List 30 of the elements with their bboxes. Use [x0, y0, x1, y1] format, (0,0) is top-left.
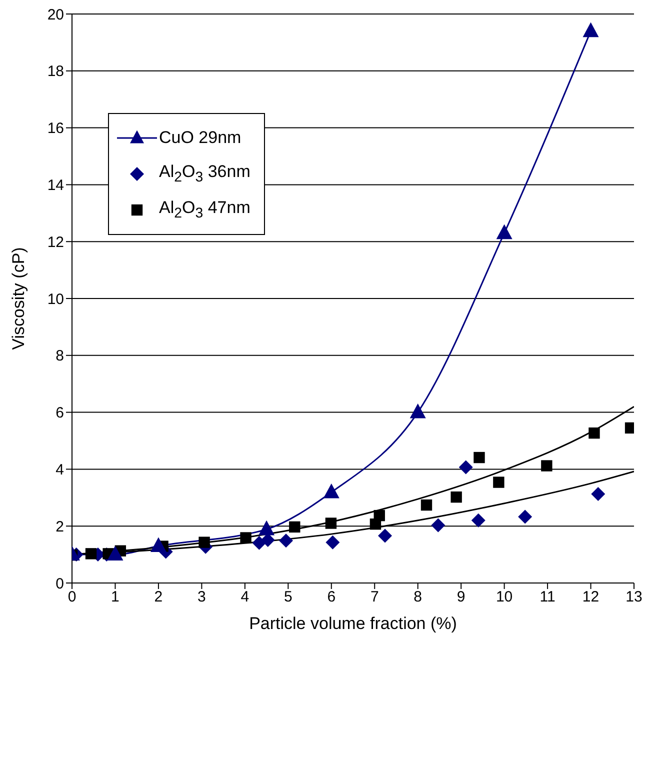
- y-tick-label: 8: [56, 348, 64, 365]
- legend-label: Al$_{2}$O$_{3}$ 36nm: [159, 162, 250, 186]
- y-tick-label: 14: [47, 177, 64, 194]
- x-tick-label: 7: [370, 588, 379, 606]
- x-tick-label: 0: [68, 588, 76, 606]
- y-tick-label: 4: [56, 462, 64, 479]
- legend-label: CuO 29nm: [159, 128, 242, 148]
- legend-label: Al$_{2}$O$_{3}$ 47nm: [159, 198, 250, 222]
- x-tick-label: 11: [540, 588, 556, 606]
- x-tick-label: 2: [154, 588, 163, 606]
- x-tick-label: 13: [626, 588, 642, 606]
- x-tick-label: 9: [456, 588, 466, 606]
- x-tick-label: 4: [240, 588, 250, 606]
- y-tick-label: 10: [47, 290, 64, 308]
- y-tick-label: 2: [56, 518, 64, 536]
- y-axis-title: Viscosity (cP): [9, 247, 28, 350]
- y-tick-label: 0: [56, 575, 64, 592]
- x-tick-label: 8: [414, 588, 422, 606]
- y-tick-label: 16: [47, 120, 64, 138]
- x-tick-label: 5: [284, 588, 292, 606]
- y-tick-label: 20: [47, 6, 64, 24]
- x-tick-label: 12: [582, 588, 600, 606]
- x-tick-label: 1: [111, 588, 120, 606]
- x-tick-label: 3: [198, 588, 206, 606]
- x-axis-title: Particle volume fraction (%): [249, 614, 457, 633]
- y-tick-label: 6: [56, 404, 64, 422]
- x-tick-label: 6: [327, 588, 336, 606]
- y-tick-label: 12: [47, 234, 64, 251]
- x-tick-label: 10: [496, 588, 513, 606]
- y-tick-label: 18: [47, 63, 64, 80]
